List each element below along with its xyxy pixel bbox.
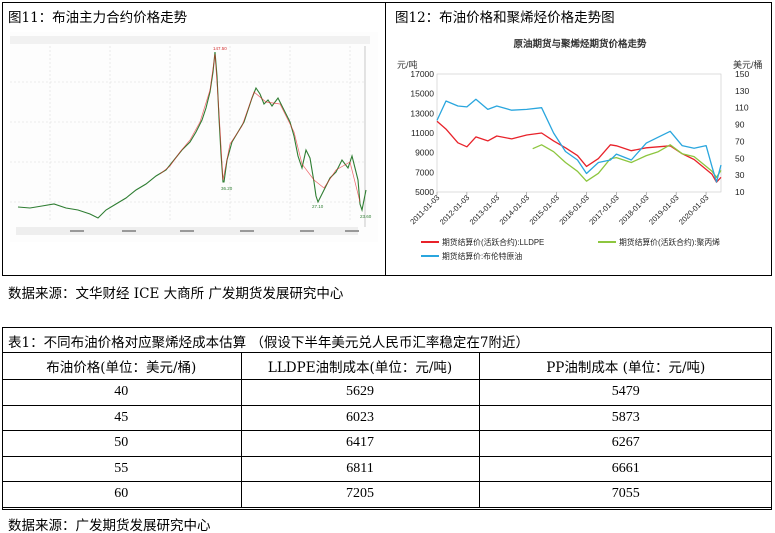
x-tick-label: 2016-01-03 (557, 193, 590, 226)
table-row: 45 6023 5873 (2, 404, 772, 431)
cell-lldpe: 6023 (240, 404, 479, 431)
fig11-title: 图11：布油主力合约价格走势 (8, 10, 188, 26)
series-line (436, 98, 722, 183)
right-tick-label: 10 (735, 187, 745, 197)
cell-pp: 6267 (478, 430, 772, 456)
cell-pp: 7055 (478, 481, 772, 508)
table-title: 表1：不同布油价格对应聚烯烃成本估算 （假设下半年美元兑人民币汇率稳定在7附近） (8, 335, 529, 351)
x-tick-label: 2017-01-03 (587, 193, 620, 226)
left-tick-label: 7000 (415, 167, 434, 177)
svg-text:36.20: 36.20 (221, 186, 233, 191)
cell-brent: 45 (2, 404, 241, 431)
header-brent-price: 布油价格(单位：美元/桶) (2, 352, 241, 380)
left-tick-label: 15000 (410, 89, 434, 99)
right-tick-label: 30 (735, 170, 745, 180)
left-tick-label: 13000 (410, 108, 434, 118)
svg-text:27.10: 27.10 (312, 204, 324, 209)
figure-divider (385, 2, 386, 276)
cell-pp: 5479 (478, 379, 772, 405)
table-row: 50 6417 6267 (2, 430, 772, 456)
cell-pp: 5873 (478, 404, 772, 431)
legend-label: 期货结算价(活跃合约):LLDPE (442, 237, 544, 247)
left-axis-ticks: 17000 15000 13000 11000 9000 7000 5000 (410, 69, 434, 197)
svg-text:23.60: 23.60 (360, 214, 372, 219)
chart-legend: 期货结算价(活跃合约):LLDPE 期货结算价(活跃合约):聚丙烯期货结算价:布伦… (421, 237, 720, 261)
chart-title: 原油期货与聚烯烃期货价格走势 (513, 38, 647, 50)
right-axis-ticks: 150 130 110 90 70 50 30 10 (735, 69, 749, 197)
series-line (532, 144, 722, 182)
crude-polyolefin-svg: 原油期货与聚烯烃期货价格走势 元/吨 美元/桶 1700015000130001… (397, 38, 763, 261)
header-lldpe-cost: LLDPE油制成本(单位：元/吨) (240, 352, 479, 380)
left-tick-label: 17000 (410, 69, 434, 79)
cell-brent: 50 (2, 430, 241, 456)
left-axis-unit: 元/吨 (397, 59, 418, 70)
fig12-title: 图12：布油价格和聚烯烃价格走势图 (395, 10, 615, 26)
x-tick-label: 2011-01-03 (408, 193, 441, 226)
svg-text:147.50: 147.50 (213, 46, 227, 51)
x-tick-label: 2013-01-03 (468, 193, 501, 226)
header-pp-cost: PP油制成本 (单位：元/吨) (478, 352, 772, 380)
right-tick-label: 110 (735, 103, 749, 113)
left-tick-label: 9000 (415, 148, 434, 158)
table-source: 数据来源：广发期货发展研究中心 (8, 518, 211, 533)
x-axis-ticks: 2011-01-032012-01-032013-01-032014-01-03… (408, 192, 710, 227)
right-tick-label: 150 (735, 69, 749, 79)
table-row: 40 5629 5479 (2, 379, 772, 405)
left-tick-label: 11000 (411, 128, 434, 138)
x-tick-label: 2018-01-03 (617, 193, 650, 226)
x-tick-label: 2014-01-03 (498, 193, 531, 226)
x-tick-label: 2015-01-03 (527, 193, 560, 226)
legend-label: 期货结算价:布伦特原油 (442, 251, 522, 261)
cell-lldpe: 6811 (240, 455, 479, 482)
cell-brent: 55 (2, 455, 241, 482)
legend-label: 期货结算价(活跃合约):聚丙烯 (619, 237, 720, 247)
cell-lldpe: 5629 (240, 379, 479, 405)
x-tick-label: 2020-01-03 (677, 193, 710, 226)
chart-series (436, 98, 722, 183)
figure-source: 数据来源：文华财经 ICE 大商所 广发期货发展研究中心 (8, 286, 344, 302)
table-header-row: 布油价格(单位：美元/桶) LLDPE油制成本(单位：元/吨) PP油制成本 (… (2, 352, 772, 380)
x-tick-label: 2012-01-03 (438, 193, 471, 226)
cell-lldpe: 6417 (240, 430, 479, 456)
crude-polyolefin-chart: 原油期货与聚烯烃期货价格走势 元/吨 美元/桶 17000 15000 13000 1… (393, 33, 767, 273)
brent-candlestick-chart: 147.50 36.20 27.10 23.60 (10, 32, 378, 242)
table-row: 60 7205 7055 (2, 481, 772, 508)
x-tick-label: 2019-01-03 (647, 193, 680, 226)
cell-pp: 6661 (478, 455, 772, 482)
cost-estimate-table: 布油价格(单位：美元/桶) LLDPE油制成本(单位：元/吨) PP油制成本 (… (2, 352, 772, 508)
table-row: 55 6811 6661 (2, 455, 772, 482)
figure-frame (2, 2, 772, 276)
right-tick-label: 90 (735, 120, 745, 130)
cell-brent: 40 (2, 379, 241, 405)
right-tick-label: 130 (735, 86, 749, 96)
left-tick-label: 5000 (415, 187, 434, 197)
right-tick-label: 50 (735, 153, 745, 163)
plot-area (436, 73, 722, 193)
chart-gridlines (436, 73, 722, 193)
series-line (436, 120, 722, 183)
brent-candlestick-svg: 147.50 36.20 27.10 23.60 (10, 32, 378, 242)
right-tick-label: 70 (735, 136, 745, 146)
cell-lldpe: 7205 (240, 481, 479, 508)
cell-brent: 60 (2, 481, 241, 508)
right-axis-unit: 美元/桶 (733, 59, 763, 70)
